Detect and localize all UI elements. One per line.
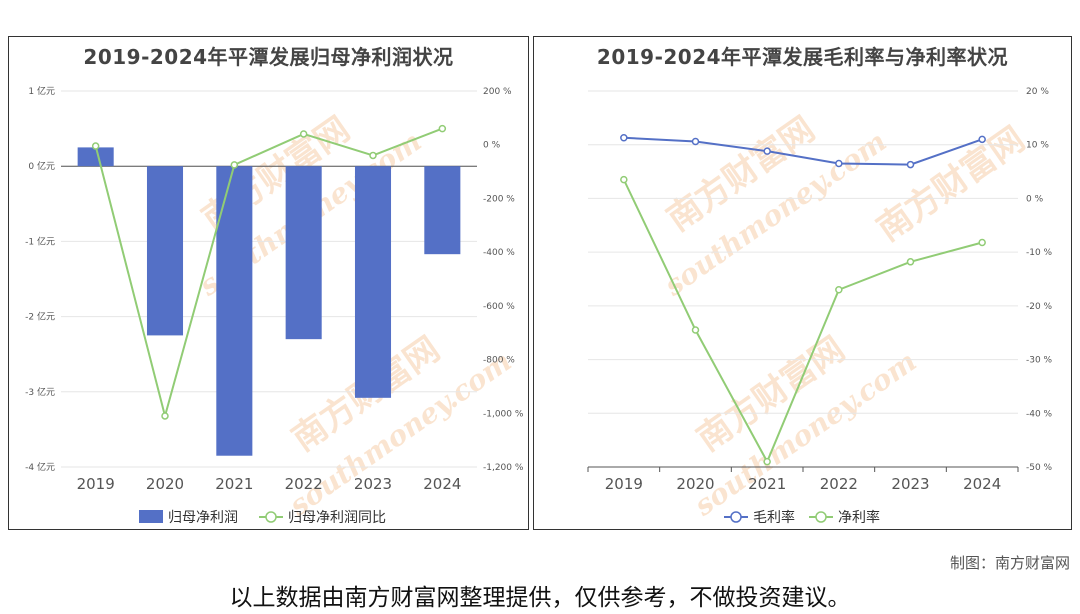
point-gross-margin xyxy=(906,160,915,169)
y-right-tick-label: -1,200 % xyxy=(483,463,524,473)
y-left-tick-label: -4 亿元 xyxy=(25,461,55,473)
point-yoy xyxy=(369,151,377,160)
point-yoy xyxy=(438,124,447,133)
bar-net-profit xyxy=(216,166,253,456)
chart-title: 2019-2024年平潭发展毛利率与净利率状况 xyxy=(596,45,1009,69)
x-tick-label: 2021 xyxy=(215,475,253,493)
line-net-margin-series xyxy=(622,179,983,464)
y-right-tick-label: -200 % xyxy=(483,194,515,204)
point-net-margin xyxy=(978,238,986,247)
legend-label: 毛利率 xyxy=(753,509,795,526)
x-tick-label: 2020 xyxy=(146,475,184,493)
point-gross-margin xyxy=(835,159,843,168)
y-right-tick-label: -20 % xyxy=(1026,302,1053,312)
point-net-margin xyxy=(763,457,771,466)
point-yoy xyxy=(299,130,308,138)
net-profit-chart: 1 亿元 0 亿元 -1 亿元 -2 亿元 -3 亿元 -4 亿元 200 % 0 % -200… xyxy=(25,85,524,526)
y-right-tick-label: 0 % xyxy=(1026,194,1044,204)
line-yoy-series xyxy=(94,127,443,420)
point-yoy xyxy=(161,412,169,420)
y-left-tick-label: 1 亿元 xyxy=(28,85,55,97)
x-tick-label: 2023 xyxy=(891,475,929,493)
x-tick-label: 2019 xyxy=(605,475,643,493)
point-net-margin xyxy=(620,175,628,184)
x-tick-label: 2020 xyxy=(676,475,714,493)
legend-label: 归母净利润 xyxy=(168,509,238,526)
point-net-margin xyxy=(906,258,915,266)
bar-net-profit xyxy=(146,166,184,336)
y-right-tick-label: -30 % xyxy=(1026,356,1053,366)
y-right-tick-label: -50 % xyxy=(1026,463,1053,473)
legend-swatch-marker xyxy=(265,511,277,523)
point-yoy xyxy=(230,161,239,169)
x-tick-label: 2023 xyxy=(354,475,392,493)
bar-net-profit xyxy=(285,166,322,340)
y-right-tick-label: 200 % xyxy=(483,87,512,97)
y-right-tick-label: 20 % xyxy=(1026,87,1049,97)
y-left-tick-label: -2 亿元 xyxy=(25,311,55,323)
bar-net-profit xyxy=(354,166,392,398)
disclaimer: 以上数据由南方财富网整理提供，仅供参考，不做投资建议。 xyxy=(229,585,851,611)
chart-panel-margins: 南方财富网 southmoney.com 南方财富网 南方财富网 southmo… xyxy=(533,36,1072,530)
y-right-tick-label: -600 % xyxy=(483,302,515,312)
margins-chart: 20 % 10 % 0 % -10 % -20 % -30 % -40 % -50 % 2019… xyxy=(587,87,1053,526)
x-tick-label: 2019 xyxy=(77,475,115,493)
chart-credit: 制图：南方财富网 xyxy=(949,554,1070,572)
x-tick-label: 2022 xyxy=(820,475,858,493)
y-right-tick-label: -800 % xyxy=(483,356,515,366)
point-yoy xyxy=(91,142,100,150)
x-tick-label: 2021 xyxy=(748,475,786,493)
line-gross-margin-series xyxy=(623,136,983,166)
y-right-tick-label: -10 % xyxy=(1026,248,1053,258)
point-gross-margin xyxy=(620,133,628,142)
point-net-margin xyxy=(835,285,843,294)
y-right-tick-label: -40 % xyxy=(1026,409,1053,419)
legend-label: 归母净利润同比 xyxy=(288,509,386,526)
y-right-tick-label: -400 % xyxy=(483,248,515,258)
x-tick-label: 2024 xyxy=(963,475,1001,493)
y-right-tick-label: 0 % xyxy=(483,141,501,151)
y-left-tick-label: -1 亿元 xyxy=(25,235,55,247)
legend-swatch-bar xyxy=(139,510,163,523)
y-right-tick-label: -1,000 % xyxy=(483,409,524,419)
chart-title: 2019-2024年平潭发展归母净利润状况 xyxy=(83,45,454,69)
point-gross-margin xyxy=(763,147,771,155)
x-tick-label: 2024 xyxy=(423,475,461,493)
bar-net-profit xyxy=(77,147,114,167)
bar-net-profit xyxy=(424,166,461,255)
y-left-tick-label: -3 亿元 xyxy=(25,386,55,398)
point-net-margin xyxy=(691,326,700,334)
legend-swatch-marker xyxy=(815,511,827,523)
legend-swatch-marker xyxy=(730,511,742,523)
chart-panel-net-profit: 南方财富网 southmoney.com 南方财富网 southmoney.co… xyxy=(8,36,529,530)
legend-label: 净利率 xyxy=(838,509,880,526)
x-tick-label: 2022 xyxy=(285,475,323,493)
point-gross-margin xyxy=(978,135,986,144)
y-left-tick-label: 0 亿元 xyxy=(28,160,55,172)
y-right-tick-label: 10 % xyxy=(1026,141,1049,151)
point-gross-margin xyxy=(691,137,700,146)
